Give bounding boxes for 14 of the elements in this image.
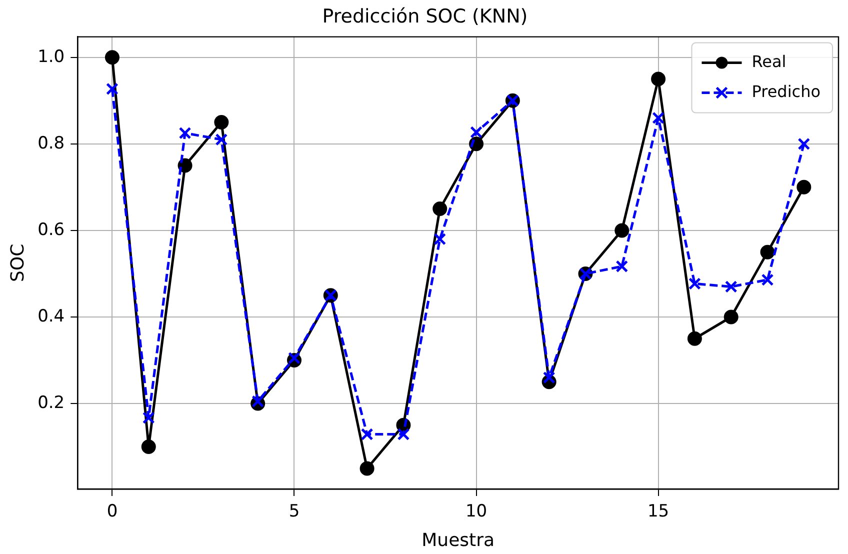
y-tick-label: 0.2 <box>38 392 65 413</box>
y-tick-label: 0.6 <box>38 220 65 240</box>
x-tick-label: 15 <box>647 502 670 522</box>
y-tick-label: 0.8 <box>38 133 65 154</box>
legend-label: Real <box>752 52 786 71</box>
y-axis-title: SOC <box>7 244 28 282</box>
y-tick-label: 1.0 <box>38 46 65 67</box>
chart-title: Predicción SOC (KNN) <box>322 5 528 28</box>
legend-label: Predicho <box>752 82 820 101</box>
x-axis-title: Muestra <box>422 530 495 551</box>
y-tick-label: 0.4 <box>38 306 65 326</box>
x-tick-label: 10 <box>465 502 488 522</box>
x-tick-label: 5 <box>288 502 300 522</box>
x-tick-label: 0 <box>106 502 118 522</box>
